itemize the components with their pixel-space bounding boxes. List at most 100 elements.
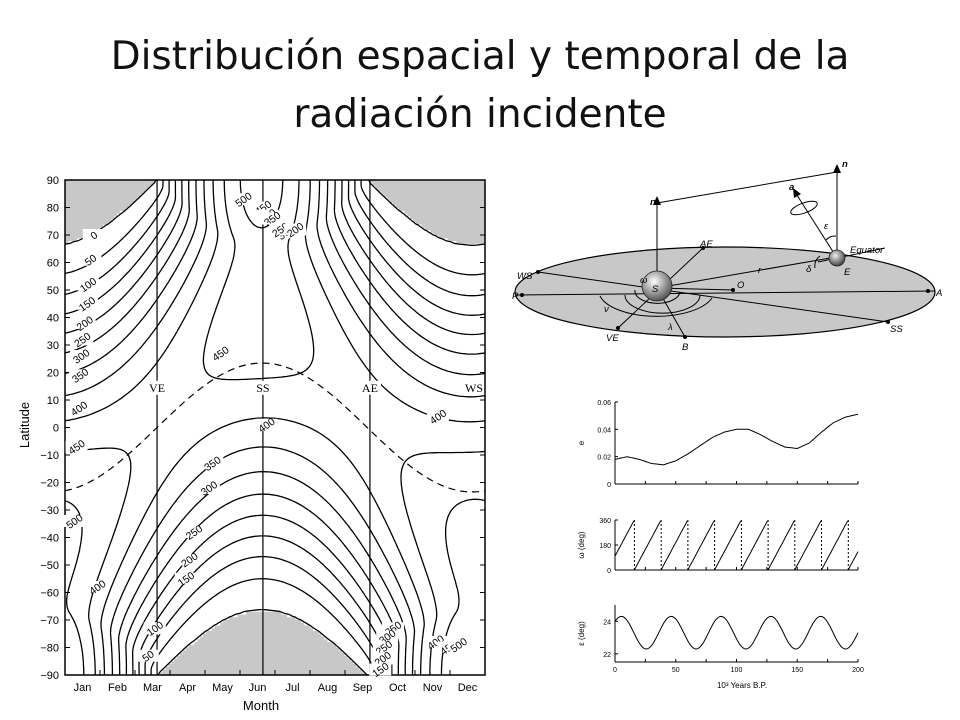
orbit-label: ν	[604, 304, 609, 315]
x-tick-label: Jun	[249, 682, 267, 694]
orbit-label: A	[935, 288, 942, 299]
y-tick-label: 20	[47, 368, 59, 380]
contour-label-0: 0	[89, 229, 101, 242]
y-tick-label: −10	[40, 450, 59, 462]
y-tick-label: −40	[40, 533, 59, 545]
x-tick-label: 0	[613, 667, 617, 674]
x-tick-label: Nov	[423, 682, 443, 694]
y-axis-title: ω (deg)	[577, 531, 586, 558]
orbit-label: Equator	[850, 245, 884, 256]
x-tick-label: 150	[791, 667, 803, 674]
x-tick-label: 50	[672, 667, 680, 674]
x-axis-title: 10³ Years B.P.	[717, 681, 767, 690]
y-axis-title: e	[577, 440, 586, 445]
contour-label-50: 50	[83, 252, 100, 269]
insolation-contour-chart: VE SS AE WS 90 80 70 60 50 40 30 20 10 0 −10 −20 −30 −40…	[17, 175, 486, 713]
season-label-AE: AE	[362, 381, 378, 395]
y-axis-title: ε (deg)	[577, 621, 586, 646]
x-tick-label: Dec	[458, 682, 478, 694]
y-tick-label: 0.02	[597, 455, 611, 462]
y-tick-label: 0	[53, 423, 59, 435]
sun	[641, 270, 673, 302]
orbit-diagram: n n a ε Equator Eδ AE r WS ωS O A Pν λ VE B SS	[512, 159, 942, 353]
earth	[828, 249, 846, 267]
y-tick-label: 0	[607, 482, 611, 489]
subsolar-latitude-line	[64, 362, 486, 493]
x-axis-title: Month	[243, 698, 279, 713]
radius-vector	[656, 256, 837, 289]
x-tick-label: May	[212, 682, 233, 694]
y-tick-label: 180	[599, 543, 611, 550]
orbit-label: δ	[806, 264, 812, 275]
y-tick-label: 0.04	[597, 427, 611, 434]
y-tick-label: 50	[47, 285, 59, 297]
orbital-parameters-chart: 0 0.02 0.04 0.06 e 0 180 360 ω (deg) 22 24 ε (deg) 0…	[577, 400, 864, 690]
precession-circle	[790, 200, 818, 216]
orbit-label: λ	[667, 322, 673, 333]
precession-wrap-lines	[633, 520, 849, 570]
x-tick-label: Jul	[285, 682, 299, 694]
x-tick-label: Oct	[389, 682, 406, 694]
y-tick-label: −70	[40, 615, 59, 627]
contour-400	[64, 180, 486, 675]
obliquity-series	[614, 615, 859, 650]
y-tick-label: 0	[607, 568, 611, 575]
contour-200	[64, 180, 486, 675]
slide-title-line-1: Distribución espacial y temporal de la	[110, 34, 850, 79]
x-tick-label: Apr	[179, 682, 196, 694]
x-tick-label: Sep	[353, 682, 373, 694]
slide-title-line-2: radiación incidente	[293, 92, 667, 137]
orbit-label: r	[758, 265, 762, 276]
ws-ss-line	[537, 271, 889, 323]
orbit-label: AE	[699, 239, 713, 250]
y-tick-label: 24	[603, 619, 611, 626]
orbit-label: ω	[640, 275, 648, 286]
y-tick-label: −80	[40, 643, 59, 655]
y-tick-label: 60	[47, 258, 59, 270]
orbit-label: E	[844, 267, 851, 278]
y-tick-label: 40	[47, 313, 59, 325]
orbit-label: n	[650, 197, 656, 208]
orbit-label: WS	[517, 271, 533, 282]
y-axis-title: Latitude	[17, 402, 32, 448]
x-tick-label: Feb	[108, 682, 127, 694]
y-tick-label: 22	[603, 652, 611, 659]
y-tick-label: −20	[40, 478, 59, 490]
precession-series	[614, 520, 859, 570]
orbit-label: P	[512, 291, 519, 302]
orbit-label: a	[789, 182, 794, 193]
y-tick-label: 80	[47, 203, 59, 215]
x-tick-label: Jan	[74, 682, 92, 694]
y-tick-label: 70	[47, 230, 59, 242]
eccentricity-series	[614, 413, 859, 466]
y-tick-label: 360	[599, 518, 611, 525]
orbit-plane	[514, 246, 936, 338]
y-tick-label: −90	[40, 670, 59, 682]
x-tick-label: Mar	[143, 682, 162, 694]
contour-350	[64, 180, 486, 675]
season-label-WS: WS	[465, 381, 483, 395]
y-tick-label: 10	[47, 395, 59, 407]
orbit-label: n	[842, 159, 848, 170]
orbit-label: O	[737, 280, 745, 291]
contour-300	[64, 179, 486, 675]
y-tick-label: −50	[40, 560, 59, 572]
season-label-SS: SS	[256, 381, 269, 395]
y-tick-label: −60	[40, 588, 59, 600]
y-tick-label: 90	[47, 175, 59, 187]
orbit-label: B	[682, 342, 689, 353]
slide-title: Distribución espacial y temporal de la r…	[0, 28, 960, 144]
contour-450	[64, 180, 486, 675]
orbit-label: SS	[890, 324, 903, 335]
normal-connector	[656, 171, 838, 204]
y-tick-label: 0.06	[597, 400, 611, 407]
orbit-label: S	[652, 284, 659, 295]
y-tick-label: −30	[40, 505, 59, 517]
y-tick-label: 30	[47, 340, 59, 352]
contour-0	[64, 179, 486, 676]
x-tick-label: Aug	[318, 682, 338, 694]
orbit-label: VE	[606, 333, 619, 344]
x-tick-label: 100	[731, 667, 743, 674]
contour-50	[64, 180, 486, 675]
x-tick-label: 200	[852, 667, 864, 674]
